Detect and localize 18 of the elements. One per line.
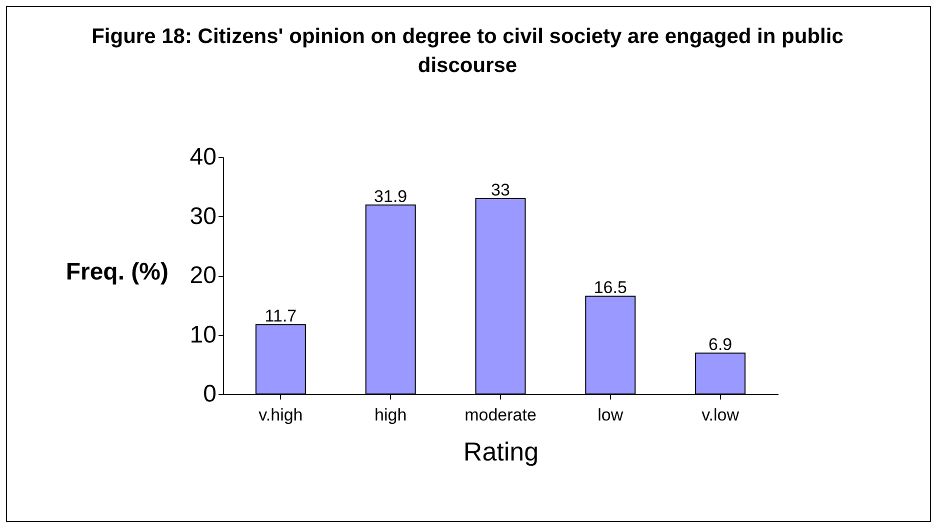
- data-label: 31.9: [374, 186, 408, 206]
- x-axis-title: Rating: [463, 436, 539, 466]
- y-tick-label: 30: [190, 202, 216, 230]
- chart-title: Figure 18: Citizens' opinion on degree to civil society are engaged in public discourse: [90, 24, 844, 79]
- y-tick-label: 0: [203, 380, 216, 408]
- y-tick-label: 10: [190, 321, 216, 348]
- x-tick-label: v.low: [702, 406, 740, 424]
- y-tick-label: 40: [190, 144, 216, 170]
- data-label: 33: [491, 180, 510, 200]
- x-tick-label: v.high: [258, 406, 303, 424]
- data-label: 16.5: [594, 278, 627, 298]
- y-tick-label: 20: [190, 262, 216, 289]
- x-tick-label: high: [374, 406, 407, 424]
- data-label: 6.9: [708, 335, 732, 354]
- x-tick-label: moderate: [464, 406, 536, 424]
- x-tick-label: low: [598, 406, 624, 424]
- y-axis-title: Freq. (%): [66, 258, 168, 286]
- data-label: 11.7: [264, 306, 297, 326]
